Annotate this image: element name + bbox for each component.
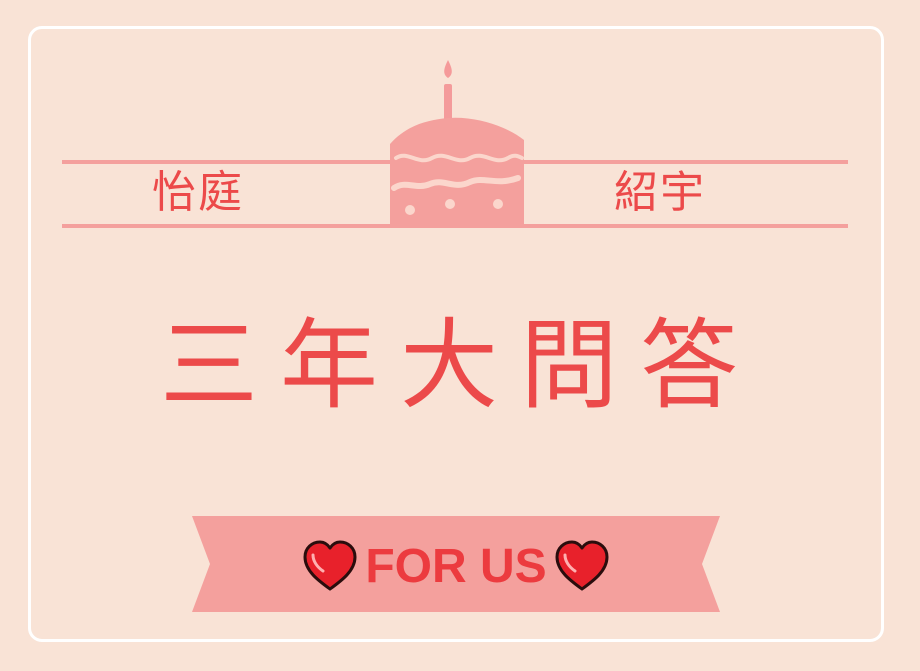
main-title: 三年大問答 xyxy=(159,309,760,423)
ribbon-label: FOR US xyxy=(365,539,547,593)
card-frame xyxy=(28,26,884,642)
birthday-cake-icon xyxy=(390,60,524,228)
heart-icon xyxy=(555,540,609,591)
ribbon-banner xyxy=(192,516,720,612)
heart-icon xyxy=(303,540,357,591)
name-left: 怡庭 xyxy=(152,167,244,218)
ribbon-content: FOR US xyxy=(192,536,720,596)
name-right: 紹宇 xyxy=(614,167,706,218)
